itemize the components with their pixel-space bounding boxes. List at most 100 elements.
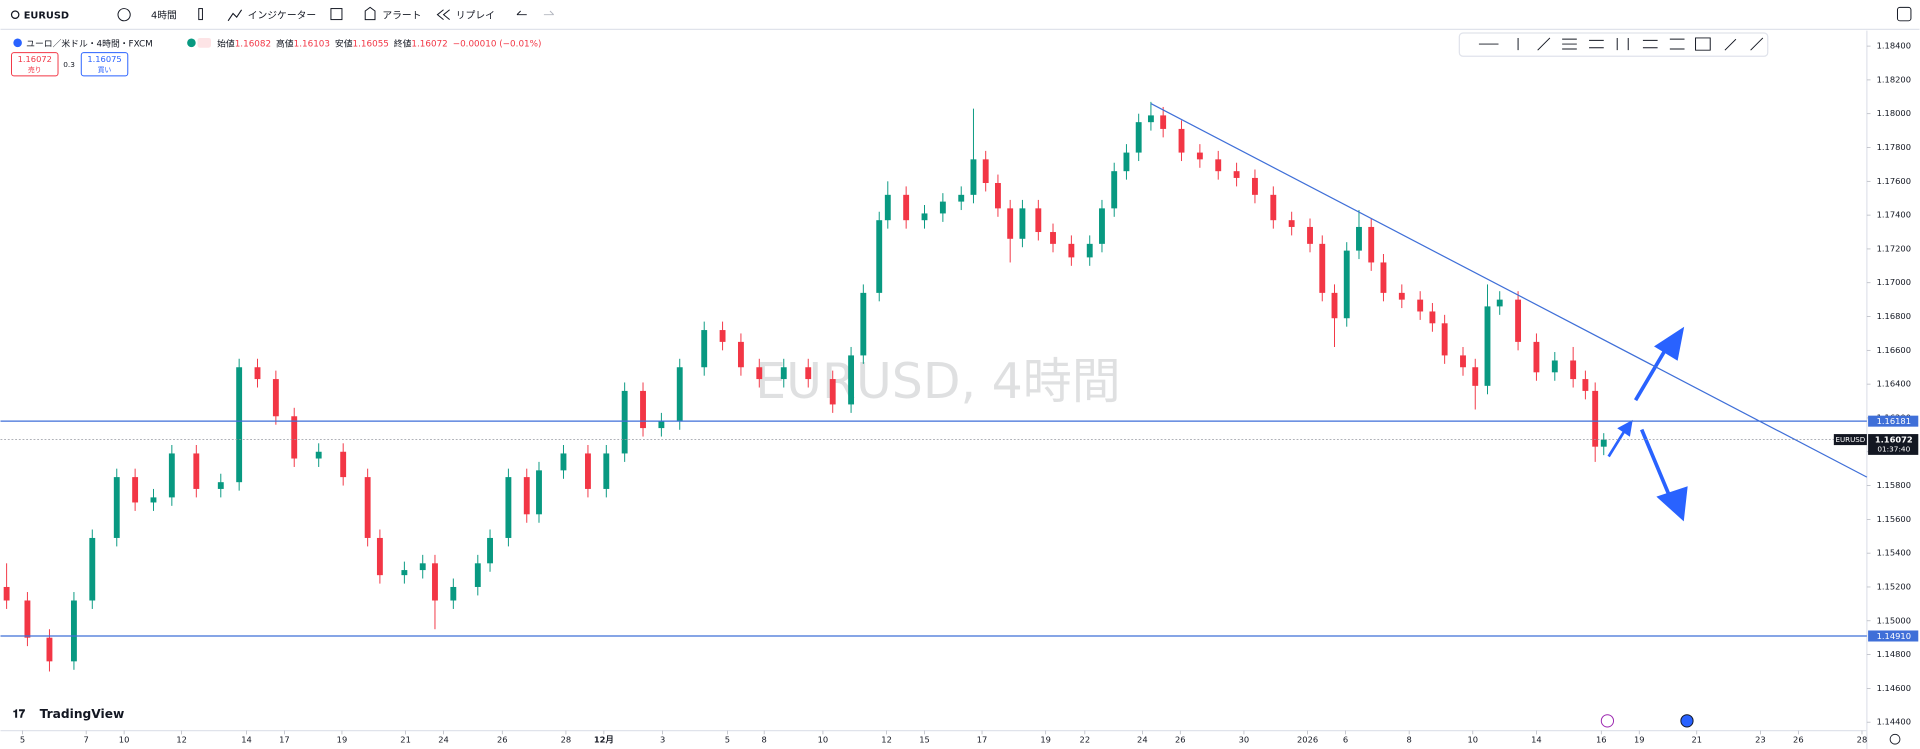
buy-button[interactable] bbox=[80, 52, 129, 77]
arrow-down-head bbox=[1656, 486, 1688, 522]
candle-body bbox=[884, 194, 891, 221]
candle-body bbox=[970, 159, 977, 195]
candle-body bbox=[364, 477, 371, 538]
candle-body bbox=[1307, 226, 1313, 244]
x-tick-label: 8 bbox=[1407, 734, 1412, 744]
x-tick-label: 26 bbox=[497, 734, 508, 744]
candle-body bbox=[1035, 208, 1042, 233]
indicators-button[interactable]: インジケーター bbox=[248, 9, 316, 21]
candle-body bbox=[903, 194, 910, 221]
x-tick-label: 24 bbox=[1137, 734, 1148, 744]
fullscreen-icon[interactable] bbox=[1896, 6, 1912, 22]
candle-body bbox=[1319, 243, 1326, 293]
replay-button[interactable]: リプレイ bbox=[456, 9, 495, 21]
y-tick-label: 1.17000 bbox=[1877, 277, 1911, 287]
candle-body bbox=[1050, 232, 1056, 244]
sell-price: 1.16072 bbox=[18, 54, 52, 64]
candle-body bbox=[505, 477, 512, 538]
x-tick-label: 12 bbox=[881, 734, 892, 744]
candle-body bbox=[474, 563, 481, 587]
y-tick-label: 1.16600 bbox=[1877, 345, 1911, 355]
settings-icon[interactable] bbox=[1889, 733, 1901, 745]
add-symbol-icon[interactable] bbox=[117, 8, 131, 22]
y-tick-label: 1.17800 bbox=[1877, 142, 1911, 152]
candle-body bbox=[1551, 360, 1558, 373]
drawing-tool-icons[interactable] bbox=[1478, 37, 1764, 51]
candle-body bbox=[401, 570, 408, 576]
alert-button[interactable]: アラート bbox=[382, 9, 421, 21]
ohlc-label: 高値 bbox=[276, 37, 294, 49]
x-tick-label: 21 bbox=[1691, 734, 1702, 744]
x-tick-label: 10 bbox=[119, 734, 130, 744]
price-label-bg bbox=[1868, 415, 1919, 427]
x-tick-label: 24 bbox=[438, 734, 449, 744]
candle-body bbox=[536, 470, 542, 515]
drawing-toolbar-frame bbox=[1458, 32, 1769, 57]
x-tick-label: 7 bbox=[84, 734, 89, 744]
y-tick-label: 1.14400 bbox=[1877, 717, 1911, 727]
x-tick-label: 19 bbox=[337, 734, 348, 744]
event-icon[interactable] bbox=[1680, 714, 1694, 728]
x-tick-label: 28 bbox=[1857, 734, 1868, 744]
candle-body bbox=[1215, 159, 1222, 172]
x-tick-label: 8 bbox=[762, 734, 767, 744]
x-tick-label: 6 bbox=[1343, 734, 1348, 744]
event-icon[interactable] bbox=[1600, 714, 1615, 728]
candle-body bbox=[701, 330, 708, 368]
sell-button[interactable] bbox=[11, 52, 59, 77]
x-tick-label: 16 bbox=[1596, 734, 1607, 744]
candle-body bbox=[958, 194, 965, 202]
candle-body bbox=[1496, 299, 1503, 307]
symbol-button[interactable]: EURUSD bbox=[24, 10, 69, 21]
x-tick-label: 10 bbox=[818, 734, 829, 744]
candle-body bbox=[756, 367, 763, 380]
ohlc-label: 終値 bbox=[394, 37, 412, 49]
replay-icon[interactable] bbox=[436, 9, 450, 20]
candle-body bbox=[737, 341, 744, 368]
sell-label: 売り bbox=[28, 65, 41, 74]
candle-body bbox=[780, 367, 787, 380]
alert-icon[interactable] bbox=[364, 6, 376, 21]
candle-body bbox=[89, 537, 96, 601]
plot-area bbox=[3, 101, 1607, 672]
candle-body bbox=[1398, 292, 1405, 300]
candle-body bbox=[1417, 299, 1424, 312]
arrow-down bbox=[1639, 428, 1672, 498]
countdown-label: 01:37:40 bbox=[1877, 444, 1910, 453]
candle-body bbox=[450, 586, 457, 601]
symbol-label: EURUSD bbox=[1836, 435, 1866, 444]
search-icon[interactable] bbox=[10, 10, 20, 19]
candle-body bbox=[168, 453, 175, 498]
candle-body bbox=[113, 477, 120, 538]
symbol-logo bbox=[13, 38, 22, 48]
candle-body bbox=[1123, 152, 1130, 172]
x-tick-label: 14 bbox=[241, 734, 252, 744]
undo-icon[interactable] bbox=[516, 10, 527, 16]
y-tick-label: 1.17200 bbox=[1877, 243, 1911, 253]
chart-type-icon[interactable] bbox=[198, 8, 203, 21]
arrow-small-head bbox=[1617, 419, 1633, 437]
candle-body bbox=[1288, 220, 1295, 227]
candle-body bbox=[150, 497, 157, 503]
candle-body bbox=[1441, 323, 1448, 356]
candle-body bbox=[1178, 128, 1185, 153]
candle-body bbox=[254, 367, 261, 380]
y-tick-label: 1.18400 bbox=[1877, 41, 1911, 51]
candle-body bbox=[376, 537, 383, 576]
x-tick-label: 12 bbox=[176, 734, 187, 744]
y-tick-label: 1.16400 bbox=[1877, 379, 1911, 389]
indicator-icon[interactable] bbox=[227, 9, 243, 22]
candle-body bbox=[315, 451, 322, 459]
candle-body bbox=[1019, 208, 1026, 239]
candle-body bbox=[432, 563, 438, 601]
candle-body bbox=[1533, 341, 1540, 373]
layout-icon[interactable] bbox=[330, 8, 343, 21]
candle-body bbox=[1460, 355, 1466, 368]
arrow-up bbox=[1633, 345, 1669, 402]
toolbar: EURUSD 4時間 インジケーター アラート リプレイ bbox=[0, 6, 1920, 30]
redo-icon[interactable] bbox=[543, 10, 555, 16]
watermark: EURUSD, 4時間 bbox=[755, 353, 1120, 410]
candle-body bbox=[805, 367, 812, 380]
interval-button[interactable]: 4時間 bbox=[151, 9, 177, 21]
